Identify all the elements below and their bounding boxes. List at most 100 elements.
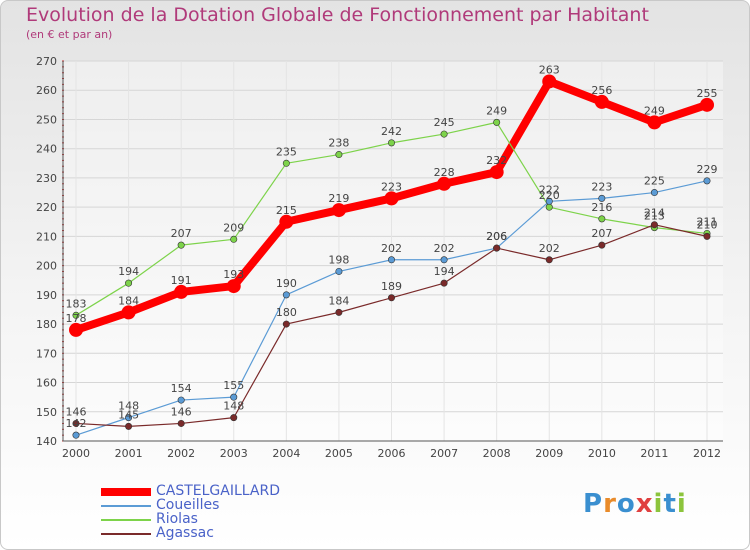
y-tick-label: 160 [36,377,57,390]
y-tick-label: 200 [36,260,57,273]
logo-letter: P [583,489,604,519]
logo-letter: x [635,489,654,519]
data-point-agassac [650,221,658,229]
data-label-coueilles: 148 [118,400,139,413]
data-label-agassac: 146 [66,405,87,418]
data-label-coueilles: 206 [486,230,507,243]
data-label-coueilles: 202 [434,242,455,255]
data-point-coueilles [545,197,553,205]
data-point-riolas [72,311,80,319]
y-tick-label: 260 [36,84,57,97]
data-label-agassac: 214 [644,207,665,220]
y-tick-label: 240 [36,143,57,156]
x-tick-label: 2011 [640,447,668,460]
data-label-agassac: 207 [591,227,612,240]
y-tick-label: 180 [36,318,57,331]
data-point-agassac [72,419,80,427]
data-point-coueilles [440,256,448,264]
data-label-coueilles: 229 [697,163,718,176]
proxiti-logo: Proxiti [583,489,687,519]
data-label-coueilles: 154 [171,382,192,395]
data-label-coueilles: 190 [276,277,297,290]
legend-swatch [101,488,151,496]
data-point-castelgaillard [121,305,136,320]
data-label-riolas: 235 [276,145,297,158]
x-tick-label: 2007 [430,447,458,460]
data-point-coueilles [72,431,80,439]
data-point-castelgaillard [69,322,83,337]
legend-label: Coueilles [156,497,220,513]
data-point-agassac [335,308,343,316]
legend-swatch [101,505,151,507]
y-tick-label: 140 [36,435,57,448]
x-tick-label: 2000 [62,447,90,460]
data-point-castelgaillard [647,115,662,130]
legend-label: CASTELGAILLARD [156,483,280,499]
logo-letter: o [616,489,636,519]
data-point-castelgaillard [489,165,504,180]
y-tick-label: 230 [36,172,57,185]
data-point-castelgaillard [331,203,346,218]
data-point-castelgaillard [437,176,452,191]
x-tick-label: 2001 [115,447,143,460]
data-label-coueilles: 155 [223,379,244,392]
data-label-riolas: 245 [434,116,455,129]
y-tick-label: 150 [36,406,57,419]
data-point-riolas [230,235,238,243]
data-label-riolas: 183 [66,297,87,310]
data-label-castelgaillard: 249 [644,104,665,117]
data-label-riolas: 211 [697,215,718,228]
data-point-riolas [440,130,448,138]
data-label-coueilles: 142 [66,417,87,430]
data-label-agassac: 189 [381,280,402,293]
chart-subtitle: (en € et par an) [26,28,113,41]
data-point-coueilles [282,291,290,299]
chart-title: Evolution de la Dotation Globale de Fonc… [26,4,649,26]
data-point-agassac [177,419,185,427]
data-point-coueilles [177,396,185,404]
data-label-castelgaillard: 223 [381,180,402,193]
data-point-agassac [125,422,133,430]
y-tick-label: 210 [36,230,57,243]
data-label-castelgaillard: 193 [223,268,244,281]
y-tick-label: 270 [36,55,57,68]
y-tick-label: 190 [36,289,57,302]
data-point-castelgaillard [700,97,714,112]
data-label-castelgaillard: 191 [171,274,192,287]
data-label-coueilles: 198 [328,253,349,266]
data-point-agassac [440,279,448,287]
data-point-agassac [598,241,606,249]
x-tick-label: 2010 [588,447,616,460]
data-label-agassac: 180 [276,306,297,319]
data-point-castelgaillard [594,94,609,109]
data-point-castelgaillard [174,284,189,299]
data-label-riolas: 209 [223,221,244,234]
data-label-agassac: 184 [328,294,349,307]
data-label-agassac: 148 [223,400,244,413]
data-label-riolas: 220 [539,189,560,202]
data-point-coueilles [650,189,658,197]
data-label-agassac: 202 [539,242,560,255]
data-point-coueilles [387,256,395,264]
data-label-riolas: 207 [171,227,192,240]
data-label-agassac: 146 [171,405,192,418]
legend-swatch [101,519,151,521]
logo-letter: i [653,489,664,519]
legend-label: Agassac [156,525,214,541]
y-tick-label: 250 [36,113,57,126]
data-label-castelgaillard: 263 [539,63,560,76]
y-tick-label: 170 [36,347,57,360]
data-label-castelgaillard: 184 [118,294,139,307]
x-tick-label: 2006 [378,447,406,460]
data-point-castelgaillard [226,279,241,294]
x-tick-label: 2002 [167,447,195,460]
data-point-riolas [335,151,343,159]
data-label-castelgaillard: 215 [276,204,297,217]
data-point-riolas [545,203,553,211]
x-tick-label: 2012 [693,447,721,460]
data-point-agassac [703,232,711,240]
data-label-castelgaillard: 255 [697,87,718,100]
data-label-castelgaillard: 178 [66,312,87,325]
data-label-agassac: 206 [486,230,507,243]
